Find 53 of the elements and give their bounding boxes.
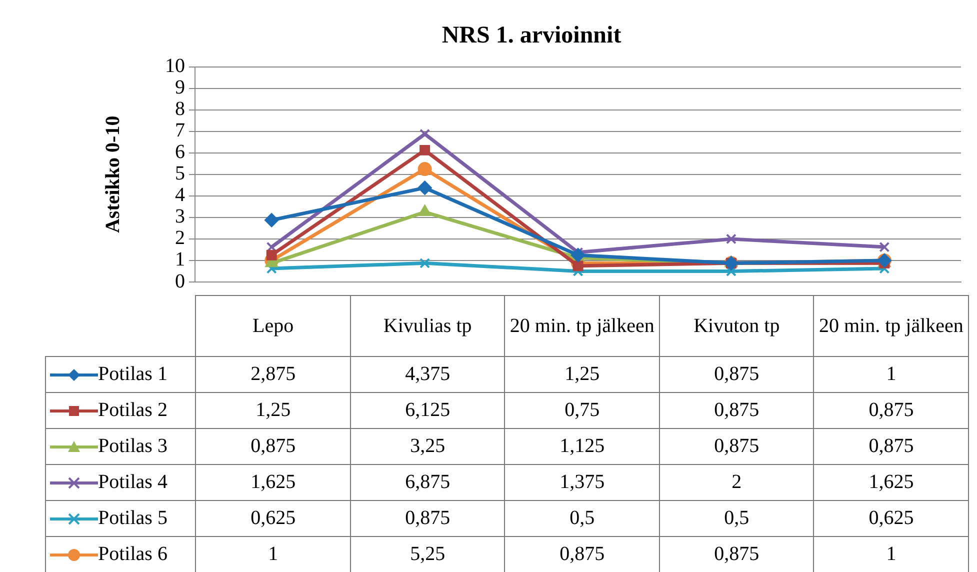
data-label: 6,125 — [350, 392, 505, 428]
y-tick-label: 7 — [175, 120, 185, 142]
data-label: 0,625 — [814, 500, 968, 536]
data-label: 1,625 — [814, 464, 968, 500]
x-tick-label: Lepo — [196, 296, 350, 356]
data-label: 6,875 — [350, 464, 505, 500]
data-label: 0,5 — [504, 500, 660, 536]
data-label: 1 — [814, 536, 968, 572]
y-tick-label: 6 — [175, 141, 185, 164]
data-label: 2,875 — [196, 356, 350, 392]
y-tick-label: 4 — [175, 184, 185, 206]
data-label: 0,875 — [659, 536, 814, 572]
data-label: 5,25 — [350, 536, 505, 572]
data-label: 0,875 — [814, 428, 968, 464]
data-label: 0,875 — [659, 392, 814, 428]
legend-label: Potilas 3 — [98, 435, 168, 457]
data-label: 1,25 — [504, 356, 660, 392]
data-label: 0,625 — [196, 500, 350, 536]
x-tick-label: Kivulias tp — [350, 296, 505, 356]
legend-label: Potilas 2 — [98, 399, 168, 421]
legend-label: Potilas 5 — [98, 507, 168, 529]
data-label: 3,25 — [350, 428, 505, 464]
data-label: 4,375 — [350, 356, 505, 392]
x-tick-label: Kivuton tp — [659, 296, 814, 356]
y-tick-label: 8 — [175, 98, 185, 120]
y-tick-label: 5 — [175, 162, 185, 185]
y-axis-title: Asteikko 0-10 — [102, 116, 124, 234]
data-label: 0,875 — [504, 536, 660, 572]
data-label: 0,875 — [659, 356, 814, 392]
y-tick-label: 3 — [175, 206, 185, 228]
data-label: 1,625 — [196, 464, 350, 500]
data-label: 0,875 — [196, 428, 350, 464]
legend-label: Potilas 4 — [98, 471, 168, 493]
x-tick-label: 20 min. tp jälkeen — [814, 296, 968, 356]
data-label: 2 — [659, 464, 814, 500]
legend-label: Potilas 1 — [98, 363, 168, 385]
data-label: 0,5 — [659, 500, 814, 536]
data-label: 1,125 — [504, 428, 660, 464]
data-label: 1,375 — [504, 464, 660, 500]
legend-label: Potilas 6 — [98, 543, 168, 565]
data-label: 0,75 — [504, 392, 660, 428]
data-label: 0,875 — [659, 428, 814, 464]
y-tick-label: 9 — [175, 76, 185, 99]
data-label: 1,25 — [196, 392, 350, 428]
x-tick-label: 20 min. tp jälkeen — [504, 296, 660, 356]
y-tick-label: 1 — [175, 248, 185, 271]
data-label: 0,875 — [814, 392, 968, 428]
data-label: 0,875 — [350, 500, 505, 536]
y-tick-label: 2 — [175, 227, 185, 250]
chart-title: NRS 1. arvioinnit — [442, 22, 622, 49]
data-label: 1 — [814, 356, 968, 392]
y-tick-label: 10 — [165, 55, 185, 78]
y-tick-label: 0 — [175, 270, 185, 292]
